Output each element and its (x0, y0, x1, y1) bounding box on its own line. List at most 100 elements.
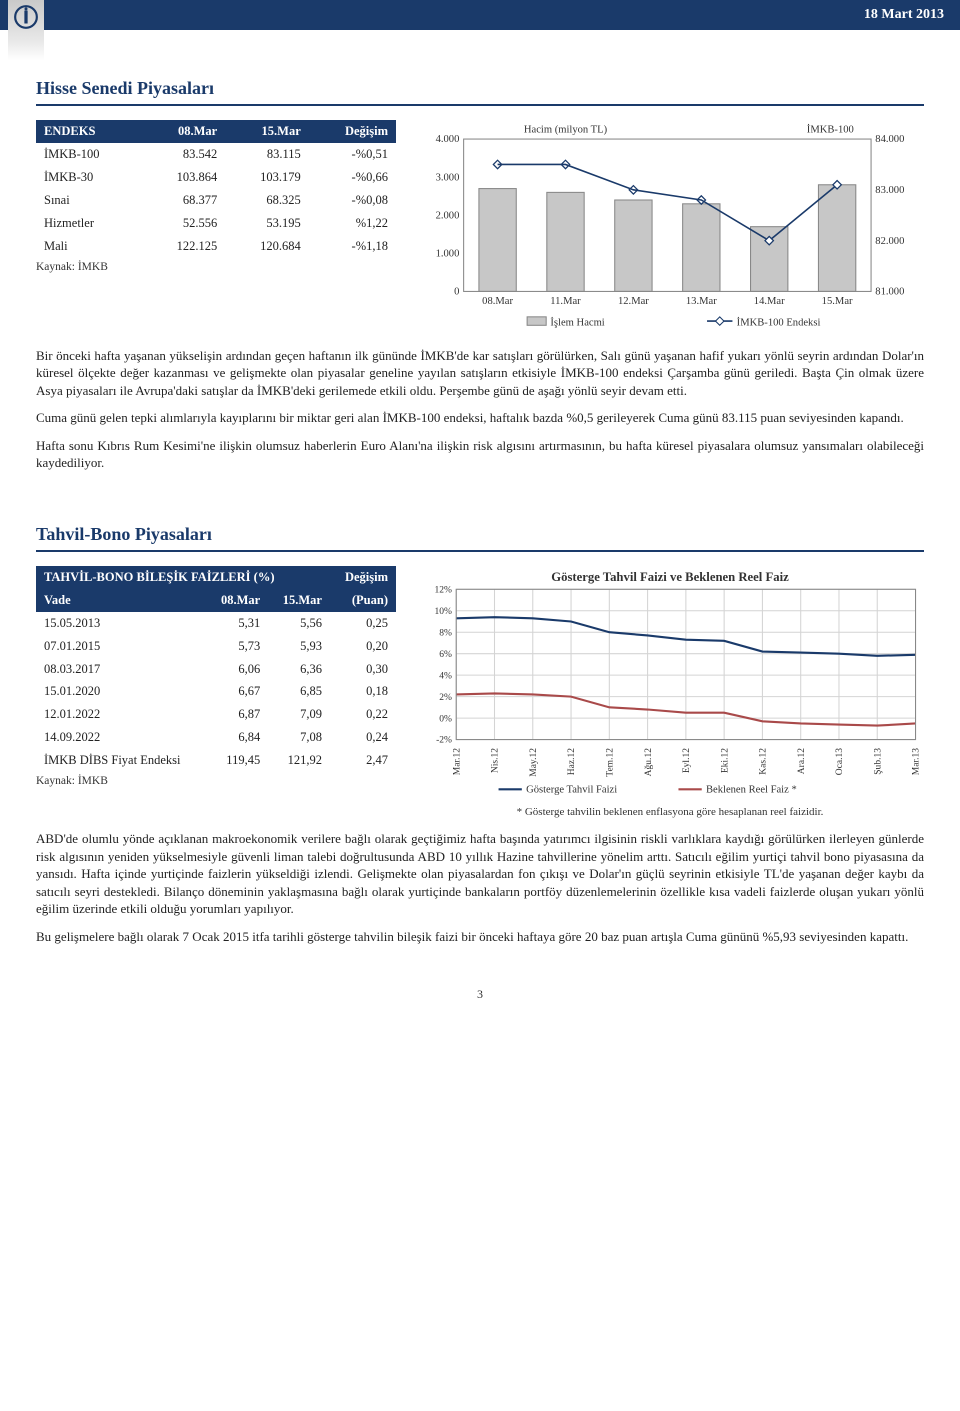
cell: 0,20 (330, 635, 396, 658)
svg-text:0: 0 (454, 287, 459, 298)
svg-text:Mar.12: Mar.12 (452, 748, 462, 775)
table-row: Mali122.125120.684-%1,18 (36, 235, 396, 258)
svg-text:Oca.13: Oca.13 (835, 748, 845, 775)
cell: 0,18 (330, 680, 396, 703)
th-title: TAHVİL-BONO BİLEŞİK FAİZLERİ (%) (36, 566, 330, 589)
chart2-footnote: * Gösterge tahvilin beklenen enflasyona … (416, 805, 924, 820)
cell: 53.195 (225, 212, 309, 235)
svg-text:8%: 8% (439, 628, 452, 638)
svg-text:14.Mar: 14.Mar (754, 296, 785, 307)
table-row: İMKB-10083.54283.115-%0,51 (36, 143, 396, 166)
svg-text:15.Mar: 15.Mar (822, 296, 853, 307)
cell: 103.864 (142, 166, 226, 189)
svg-text:4%: 4% (439, 671, 452, 681)
svg-text:Nis.12: Nis.12 (491, 748, 501, 773)
table-row: Sınai68.37768.325-%0,08 (36, 189, 396, 212)
cell: 15.05.2013 (36, 612, 206, 635)
svg-text:Ara.12: Ara.12 (797, 748, 807, 774)
cell: 122.125 (142, 235, 226, 258)
endeks-table: ENDEKS 08.Mar 15.Mar Değişim İMKB-10083.… (36, 120, 396, 257)
cell: 6,85 (268, 680, 330, 703)
th: 08.Mar (142, 120, 226, 143)
th: 15.Mar (268, 589, 330, 612)
table-row: İMKB-30103.864103.179-%0,66 (36, 166, 396, 189)
svg-text:0%: 0% (439, 714, 452, 724)
svg-text:12.Mar: 12.Mar (618, 296, 649, 307)
cell: 68.325 (225, 189, 309, 212)
cell: 68.377 (142, 189, 226, 212)
cell: 5,56 (268, 612, 330, 635)
cell: 6,87 (206, 703, 268, 726)
tahvil-table: TAHVİL-BONO BİLEŞİK FAİZLERİ (%) Değişim… (36, 566, 396, 772)
svg-text:6%: 6% (439, 650, 452, 660)
endeks-table-wrap: ENDEKS 08.Mar 15.Mar Değişim İMKB-10083.… (36, 120, 396, 275)
cell: 5,93 (268, 635, 330, 658)
cell: İMKB-100 (36, 143, 142, 166)
report-date: 18 Mart 2013 (864, 6, 944, 25)
cell: 07.01.2015 (36, 635, 206, 658)
th: ENDEKS (36, 120, 142, 143)
svg-text:İMKB-100 Endeksi: İMKB-100 Endeksi (737, 317, 821, 329)
section1-title: Hisse Senedi Piyasaları (36, 76, 924, 100)
table-row: 07.01.20155,735,930,20 (36, 635, 396, 658)
cell: 83.542 (142, 143, 226, 166)
svg-text:2.000: 2.000 (436, 211, 460, 222)
cell: Hizmetler (36, 212, 142, 235)
cell: 7,09 (268, 703, 330, 726)
svg-text:Beklenen Reel Faiz *: Beklenen Reel Faiz * (706, 785, 797, 796)
svg-text:83.000: 83.000 (875, 185, 904, 196)
cell: 119,45 (206, 749, 268, 772)
cell: 6,36 (268, 658, 330, 681)
svg-text:1.000: 1.000 (436, 249, 460, 260)
table-row: Hizmetler52.55653.195%1,22 (36, 212, 396, 235)
imkb-chart: Hacim (milyon TL)İMKB-10001.0002.0003.00… (416, 120, 924, 336)
cell: 83.115 (225, 143, 309, 166)
svg-text:-2%: -2% (436, 736, 452, 746)
cell: -%0,51 (309, 143, 396, 166)
svg-text:Gösterge Tahvil Faizi ve Bekle: Gösterge Tahvil Faizi ve Beklenen Reel F… (551, 570, 789, 584)
svg-text:Eyl.12: Eyl.12 (682, 748, 692, 773)
svg-text:81.000: 81.000 (875, 287, 904, 298)
section1-p1: Bir önceki hafta yaşanan yükselişin ardı… (36, 347, 924, 400)
svg-text:10%: 10% (435, 607, 453, 617)
cell: %1,22 (309, 212, 396, 235)
cell: 0,25 (330, 612, 396, 635)
cell: 12.01.2022 (36, 703, 206, 726)
cell: 5,73 (206, 635, 268, 658)
table-row: 14.09.20226,847,080,24 (36, 726, 396, 749)
table-row: 12.01.20226,877,090,22 (36, 703, 396, 726)
svg-text:Mar.13: Mar.13 (912, 748, 922, 775)
section1-rule (36, 104, 924, 106)
svg-text:13.Mar: 13.Mar (686, 296, 717, 307)
cell: 121,92 (268, 749, 330, 772)
svg-text:Kas.12: Kas.12 (759, 748, 769, 775)
svg-text:3.000: 3.000 (436, 173, 460, 184)
th: Değişim (309, 120, 396, 143)
th: 08.Mar (206, 589, 268, 612)
section1-p3: Hafta sonu Kıbrıs Rum Kesimi'ne ilişkin … (36, 437, 924, 472)
svg-text:May.12: May.12 (529, 748, 539, 777)
cell: -%0,66 (309, 166, 396, 189)
cell: 0,30 (330, 658, 396, 681)
table-row: 08.03.20176,066,360,30 (36, 658, 396, 681)
svg-text:Eki.12: Eki.12 (720, 748, 730, 773)
svg-text:Şub.13: Şub.13 (873, 748, 883, 775)
cell: 120.684 (225, 235, 309, 258)
cell: 6,67 (206, 680, 268, 703)
tahvil-table-wrap: TAHVİL-BONO BİLEŞİK FAİZLERİ (%) Değişim… (36, 566, 396, 789)
th: 15.Mar (225, 120, 309, 143)
section2-title: Tahvil-Bono Piyasaları (36, 522, 924, 546)
cell: 15.01.2020 (36, 680, 206, 703)
th: Vade (36, 589, 206, 612)
svg-text:Gösterge Tahvil Faizi: Gösterge Tahvil Faizi (526, 785, 617, 796)
cell: 52.556 (142, 212, 226, 235)
svg-text:12%: 12% (435, 586, 453, 596)
cell: -%0,08 (309, 189, 396, 212)
cell: 103.179 (225, 166, 309, 189)
cell: İMKB-30 (36, 166, 142, 189)
cell: 08.03.2017 (36, 658, 206, 681)
svg-text:Tem.12: Tem.12 (605, 748, 615, 777)
cell: 6,06 (206, 658, 268, 681)
table-row: 15.05.20135,315,560,25 (36, 612, 396, 635)
tahvil-chart: Gösterge Tahvil Faizi ve Beklenen Reel F… (416, 566, 924, 820)
